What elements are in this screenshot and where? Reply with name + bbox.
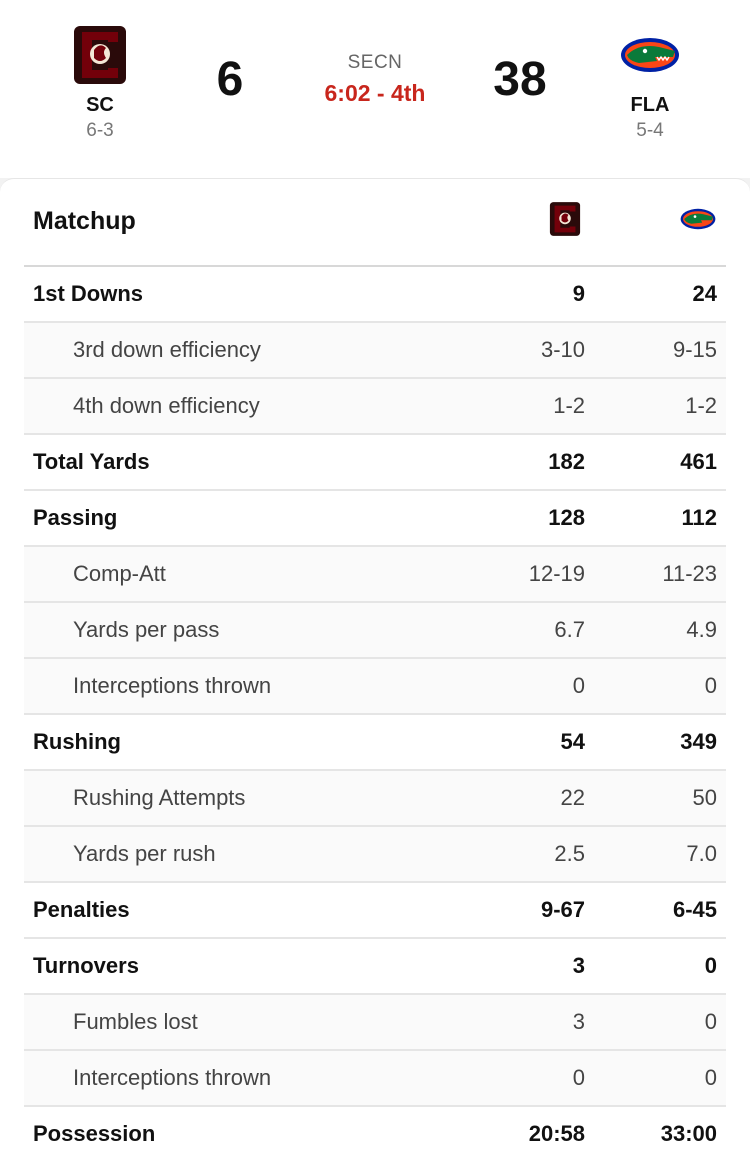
stat-row: Yards per rush 2.5 7.0 [24,825,726,881]
home-team-abbr: SC [86,94,114,116]
scoreboard-header: SC 6-3 6 SECN 6:02 - 4th 38 FLA 5-4 [0,0,750,178]
stat-label: Penalties [33,897,130,922]
tv-network: SECN [347,52,403,73]
stat-row: Yards per pass 6.7 4.9 [24,601,726,657]
stat-label: Turnovers [33,953,139,978]
home-team[interactable]: SC 6-3 [40,22,160,142]
stat-row: Rushing Attempts 22 50 [24,769,726,825]
home-stat-value: 20:58 [528,1121,585,1146]
stat-row: Turnovers 3 0 [24,937,726,993]
home-stat-value: 182 [548,449,585,474]
away-team-record: 5-4 [636,120,664,141]
stat-label: Passing [33,505,118,530]
stat-row: Rushing 54 349 [24,713,726,769]
home-stat-value: 9 [572,281,585,306]
stat-label: Yards per pass [73,617,220,642]
stat-label: Rushing [33,729,121,754]
away-stat-value: 112 [681,505,718,530]
gamecock-logo-icon [40,22,160,88]
away-stat-value: 0 [704,953,717,978]
away-stat-value: 0 [704,673,717,698]
home-stat-value: 1-2 [553,393,585,418]
home-stat-value: 0 [572,673,585,698]
stat-row: Interceptions thrown 0 0 [24,1049,726,1105]
away-stat-value: 11-23 [662,561,717,586]
away-stat-value: 1-2 [685,393,717,418]
home-stat-value: 3 [572,953,585,978]
away-team[interactable]: FLA 5-4 [590,22,710,142]
game-status: SECN 6:02 - 4th [275,52,475,107]
away-stat-value: 349 [680,729,717,754]
stat-row: 4th down efficiency 1-2 1-2 [24,377,726,433]
stat-row: Penalties 9-67 6-45 [24,881,726,937]
away-stat-value: 4.9 [686,617,717,642]
matchup-header: Matchup [0,179,750,265]
stat-label: Interceptions thrown [73,673,272,698]
stat-row: Interceptions thrown 0 0 [24,657,726,713]
home-stat-value: 22 [560,785,585,810]
matchup-card: Matchup 1st Downs 9 24 3rd down efficiency 3… [0,178,750,1168]
stat-row: Comp-Att 12-19 11-23 [24,545,726,601]
stat-row: Possession 20:58 33:00 [24,1105,726,1161]
gamecock-logo-icon [535,199,595,239]
home-stat-value: 6.7 [554,617,585,642]
stat-row: Total Yards 182 461 [24,433,726,489]
stat-row: Fumbles lost 3 0 [24,993,726,1049]
stat-label: Comp-Att [73,561,166,586]
matchup-title: Matchup [33,207,136,235]
game-clock: 6:02 - 4th [324,80,426,106]
stat-row: 3rd down efficiency 3-10 9-15 [24,321,726,377]
stat-row: Passing 128 112 [24,489,726,545]
stats-table: 1st Downs 9 24 3rd down efficiency 3-10 9-15 4… [24,265,726,1161]
home-team-record: 6-3 [86,120,114,141]
away-stat-value: 9-15 [672,337,717,362]
away-stat-value: 6-45 [672,897,717,922]
home-stat-value: 3 [572,1009,585,1034]
stat-label: 4th down efficiency [73,393,260,418]
stat-label: 3rd down efficiency [73,337,261,362]
stat-row: 1st Downs 9 24 [24,265,726,321]
stat-label: Interceptions thrown [73,1065,272,1090]
home-stat-value: 0 [572,1065,585,1090]
stat-label: Fumbles lost [73,1009,198,1034]
stat-label: Yards per rush [73,841,216,866]
stat-label: Rushing Attempts [73,785,246,810]
stat-label: Possession [33,1121,156,1146]
home-stat-value: 2.5 [554,841,585,866]
away-stat-value: 24 [692,281,717,306]
gator-logo-icon [668,199,728,239]
away-stat-value: 50 [692,785,717,810]
away-stat-value: 33:00 [660,1121,717,1146]
stat-label: Total Yards [33,449,150,474]
away-team-abbr: FLA [630,94,670,116]
home-stat-value: 128 [548,505,585,530]
away-score: 38 [493,53,547,106]
stat-label: 1st Downs [33,281,144,306]
home-stat-value: 12-19 [528,561,585,586]
home-stat-value: 54 [560,729,585,754]
home-stat-value: 9-67 [540,897,585,922]
away-stat-value: 461 [680,449,717,474]
home-score: 6 [216,53,244,106]
away-stat-value: 0 [704,1065,717,1090]
away-stat-value: 0 [704,1009,717,1034]
gator-logo-icon [590,22,710,88]
home-stat-value: 3-10 [540,337,585,362]
away-stat-value: 7.0 [686,841,717,866]
